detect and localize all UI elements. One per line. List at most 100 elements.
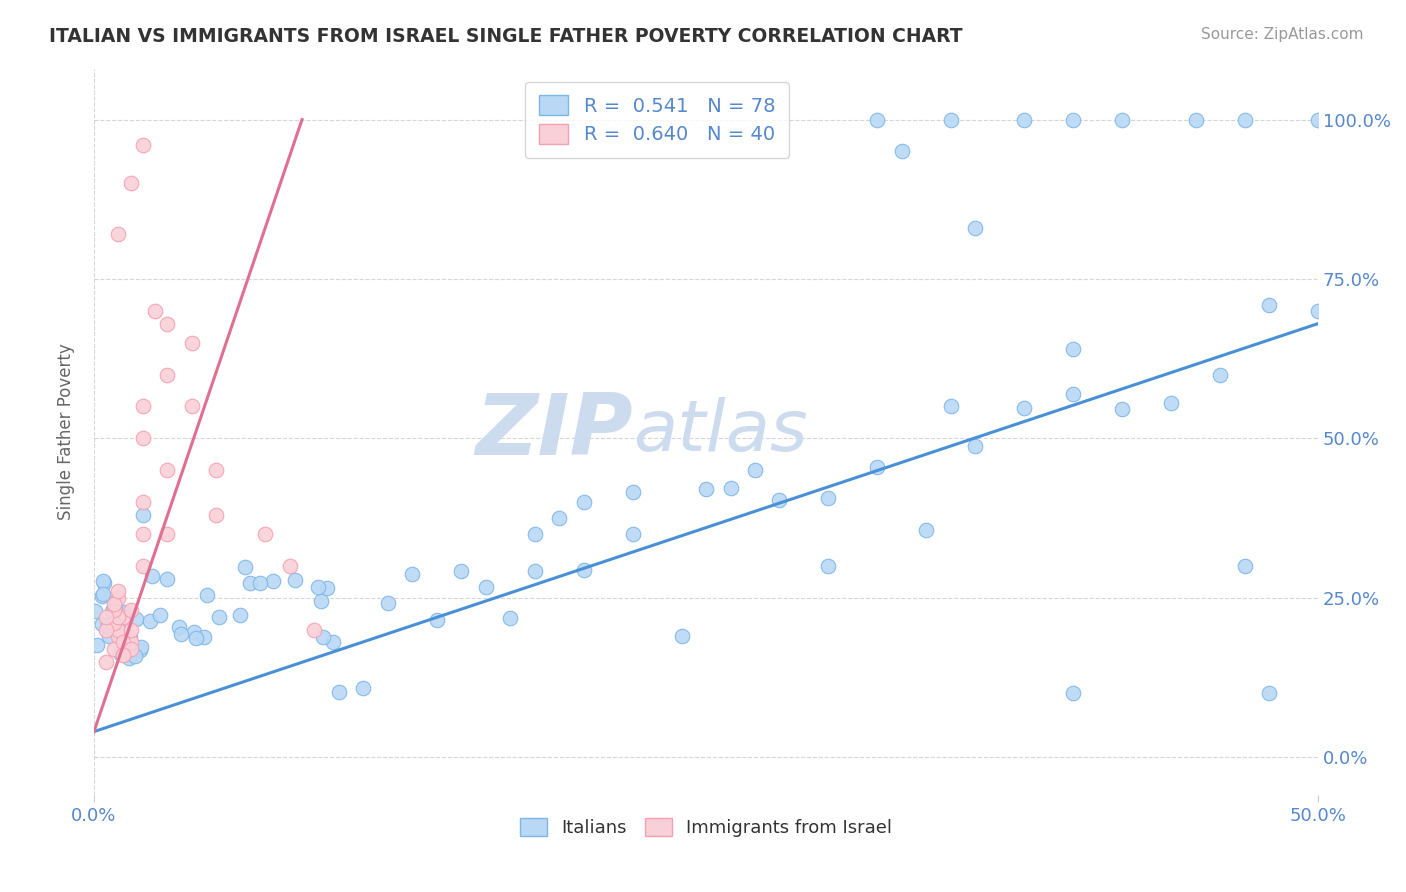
Point (768, 492, 790, 507)
Point (205, 463, 228, 477)
Point (572, 563, 595, 577)
Point (1062, 686, 1084, 700)
Point (91, 574, 114, 589)
Point (262, 574, 284, 588)
Point (149, 607, 172, 622)
Point (474, 580, 496, 594)
Point (965, 439, 987, 453)
Point (309, 594, 332, 608)
Point (112, 635, 135, 649)
Point (180, 335, 202, 350)
Point (523, 527, 546, 541)
Point (695, 483, 717, 497)
Point (621, 527, 644, 541)
Point (915, 523, 938, 537)
Point (132, 431, 155, 445)
Point (450, 564, 472, 578)
Point (183, 624, 205, 639)
Point (117, 650, 139, 665)
Point (107, 227, 129, 242)
Point (229, 608, 252, 623)
Point (284, 573, 307, 587)
Point (1111, 401, 1133, 416)
Point (1062, 342, 1084, 356)
Point (499, 610, 522, 624)
Point (90, 616, 112, 631)
Point (112, 606, 135, 620)
Point (1209, 368, 1232, 383)
Point (103, 597, 125, 611)
Point (107, 584, 129, 599)
Point (720, 481, 742, 495)
Point (1308, 112, 1330, 127)
Point (167, 620, 190, 634)
Point (1014, 401, 1036, 415)
Point (965, 221, 987, 235)
Point (744, 463, 766, 477)
Point (141, 569, 163, 583)
Point (104, 598, 127, 612)
Point (671, 629, 693, 643)
Point (239, 576, 262, 591)
Point (1233, 558, 1256, 573)
Text: ZIP: ZIP (475, 391, 633, 474)
Point (143, 303, 166, 318)
Point (90, 590, 112, 604)
Point (312, 630, 335, 644)
Text: ITALIAN VS IMMIGRANTS FROM ISRAEL SINGLE FATHER POVERTY CORRELATION CHART: ITALIAN VS IMMIGRANTS FROM ISRAEL SINGLE… (49, 27, 963, 45)
Point (316, 582, 339, 596)
Point (208, 610, 231, 624)
Point (322, 635, 344, 649)
Point (138, 614, 160, 628)
Point (939, 112, 962, 127)
Point (97, 618, 120, 632)
Point (96, 610, 118, 624)
Point (1308, 304, 1330, 318)
Point (1258, 686, 1281, 700)
Point (103, 603, 125, 617)
Point (1111, 112, 1133, 127)
Point (132, 527, 155, 541)
Point (233, 559, 256, 574)
Point (107, 591, 129, 605)
Point (86, 638, 108, 652)
Point (132, 495, 155, 509)
Point (304, 623, 326, 637)
Legend: Italians, Immigrants from Israel: Italians, Immigrants from Israel (513, 811, 900, 845)
Point (103, 616, 125, 631)
Point (129, 643, 152, 657)
Point (156, 463, 179, 477)
Point (180, 400, 202, 414)
Point (1062, 112, 1084, 127)
Point (124, 649, 146, 664)
Point (1014, 112, 1036, 127)
Point (1062, 386, 1084, 401)
Point (866, 459, 889, 474)
Point (84, 604, 107, 618)
Point (156, 527, 179, 541)
Point (1160, 396, 1182, 410)
Point (249, 576, 271, 591)
Point (96, 623, 118, 637)
Point (195, 588, 218, 602)
Y-axis label: Single Father Poverty: Single Father Poverty (58, 343, 75, 520)
Point (548, 510, 571, 524)
Point (112, 610, 135, 624)
Point (426, 613, 449, 627)
Point (939, 400, 962, 414)
Point (96, 655, 118, 669)
Point (156, 368, 179, 382)
Point (118, 630, 141, 644)
Point (101, 604, 124, 618)
Point (108, 647, 131, 661)
Point (377, 596, 399, 610)
Point (91, 587, 114, 601)
Point (132, 400, 155, 414)
Point (1233, 112, 1256, 127)
Point (307, 580, 329, 594)
Text: Source: ZipAtlas.com: Source: ZipAtlas.com (1201, 27, 1364, 42)
Point (131, 640, 153, 655)
Point (817, 558, 839, 573)
Point (120, 176, 142, 190)
Point (572, 495, 595, 509)
